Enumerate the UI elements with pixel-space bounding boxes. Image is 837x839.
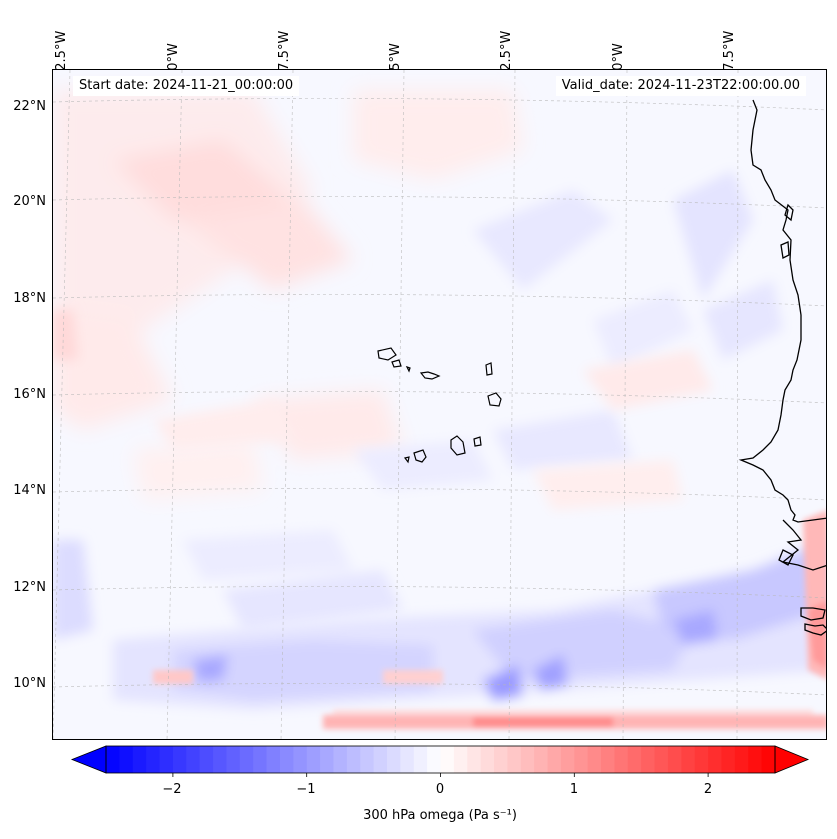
ascent-band-south	[113, 540, 826, 710]
colorbar-segment	[186, 746, 201, 773]
colorbar-segment	[601, 746, 616, 773]
colorbar-segment	[306, 746, 321, 773]
colorbar-segment	[413, 746, 428, 773]
colorbar-segment	[641, 746, 656, 773]
colorbar-segment	[373, 746, 388, 773]
colorbar-segment	[293, 746, 308, 773]
colorbar-segment	[172, 746, 187, 773]
colorbar-segment	[279, 746, 294, 773]
colorbar-segment	[346, 746, 361, 773]
colorbar-segment	[106, 746, 120, 773]
colorbar-segment	[467, 746, 482, 773]
colorbar-segment	[253, 746, 268, 773]
colorbar-segment	[226, 746, 241, 773]
colorbar-segment	[239, 746, 254, 773]
colorbar-segment	[547, 746, 562, 773]
colorbar-segment	[440, 746, 455, 773]
lat-label-10N: 10°N	[13, 676, 46, 691]
descent-streaks-mid	[53, 310, 713, 510]
lat-label-12N: 12°N	[13, 580, 46, 595]
colorbar-segment	[708, 746, 723, 773]
colorbar-segment	[386, 746, 401, 773]
colorbar-extend-max	[774, 745, 810, 774]
ascent-streaks-mid	[53, 170, 783, 640]
colorbar-label: 300 hPa omega (Pa s⁻¹)	[363, 808, 517, 823]
colorbar-segment	[159, 746, 174, 773]
colorbar-segment	[119, 746, 134, 773]
descent-band-south	[153, 670, 826, 729]
colorbar-segment	[494, 746, 508, 773]
colorbar-segment	[320, 746, 335, 773]
colorbar-segment	[587, 746, 602, 773]
colorbar-segment	[146, 746, 161, 773]
lat-label-22N: 22°N	[13, 99, 46, 114]
colorbar-segment	[266, 746, 281, 773]
colorbar-segment	[721, 746, 736, 773]
colorbar-segment	[627, 746, 642, 773]
colorbar-segment	[360, 746, 375, 773]
start-date-label: Start date: 2024-11-21_00:00:00	[73, 76, 300, 96]
colorbar-segment	[761, 746, 776, 773]
colorbar	[70, 745, 810, 777]
colorbar-segment	[654, 746, 669, 773]
colorbar-segment	[132, 746, 147, 773]
colorbar-segment	[748, 746, 763, 773]
map-panel[interactable]	[52, 69, 827, 740]
colorbar-tick-label: −1	[296, 782, 316, 797]
colorbar-segment	[507, 746, 522, 773]
colorbar-segment	[199, 746, 214, 773]
colorbar-tick-label: 1	[569, 782, 579, 797]
lat-label-14N: 14°N	[13, 483, 46, 498]
colorbar-segment	[681, 746, 696, 773]
colorbar-segment	[734, 746, 749, 773]
colorbar-segment	[534, 746, 549, 773]
colorbar-segment	[667, 746, 682, 773]
colorbar-segment	[694, 746, 709, 773]
cape-verde-islands	[377, 347, 502, 464]
gridlines	[53, 70, 826, 739]
colorbar-segment	[520, 746, 535, 773]
colorbar-segment	[614, 746, 629, 773]
colorbar-segment	[400, 746, 415, 773]
descent-region-nw	[53, 90, 523, 500]
valid-date-label: Valid_date: 2024-11-23T22:00:00.00	[555, 76, 806, 96]
omega-field-map	[53, 70, 826, 739]
lat-label-20N: 20°N	[13, 194, 46, 209]
colorbar-segment	[560, 746, 575, 773]
colorbar-segment	[213, 746, 228, 773]
lat-label-16N: 16°N	[13, 387, 46, 402]
colorbar-segment	[427, 746, 442, 773]
colorbar-segment	[453, 746, 468, 773]
colorbar-segment	[574, 746, 589, 773]
colorbar-tick-label: −2	[162, 782, 182, 797]
lat-label-18N: 18°N	[13, 291, 46, 306]
colorbar-tick-label: 2	[703, 782, 713, 797]
coastline-africa	[738, 99, 826, 636]
colorbar-segment	[480, 746, 495, 773]
colorbar-segment	[333, 746, 348, 773]
colorbar-tick-label: 0	[435, 782, 445, 797]
colorbar-extend-min	[70, 745, 107, 774]
